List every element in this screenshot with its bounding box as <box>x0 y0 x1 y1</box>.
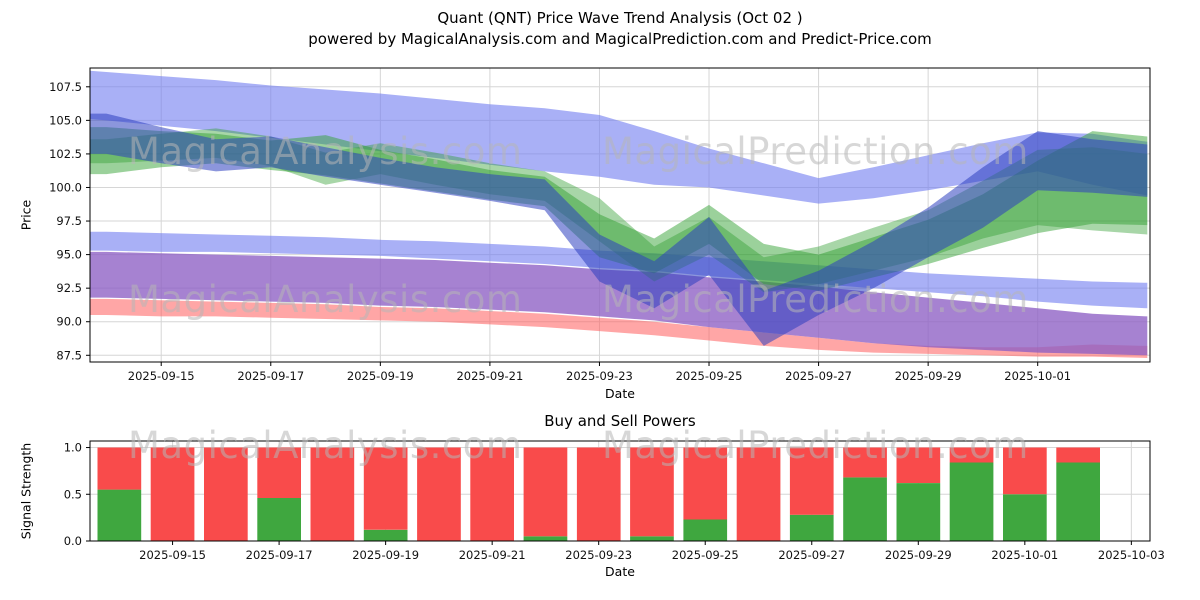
svg-text:100.0: 100.0 <box>49 180 82 194</box>
svg-text:2025-09-29: 2025-09-29 <box>885 548 952 562</box>
bar-sell-2025-09-24 <box>630 447 674 537</box>
bar-sell-2025-09-15 <box>150 447 195 541</box>
mid-forecast-band-blue <box>90 231 1148 309</box>
signal-axis-label: Signal Strength <box>18 442 34 540</box>
svg-text:90.0: 90.0 <box>56 315 82 329</box>
bar-sell-2025-10-02 <box>1056 447 1100 463</box>
svg-text:92.5: 92.5 <box>56 281 82 295</box>
bar-buy-2025-09-27 <box>789 514 834 541</box>
bar-buy-2025-09-28 <box>843 477 887 541</box>
svg-text:2025-09-23: 2025-09-23 <box>565 548 632 562</box>
svg-text:95.0: 95.0 <box>56 248 82 262</box>
watermark-magicalprediction-mid: MagicalPrediction.com <box>602 278 1029 321</box>
chart-subtitle: powered by MagicalAnalysis.com and Magic… <box>308 30 932 48</box>
svg-text:2025-09-29: 2025-09-29 <box>895 369 962 383</box>
bar-chart-title: Buy and Sell Powers <box>544 412 696 430</box>
bar-sell-2025-09-21 <box>470 447 514 541</box>
svg-text:2025-09-25: 2025-09-25 <box>676 369 743 383</box>
bar-buy-2025-09-14 <box>97 489 142 541</box>
bar-sell-2025-09-28 <box>843 447 887 478</box>
bar-sell-2025-09-18 <box>310 447 355 541</box>
price-wave-trend-plot: 2025-09-15 2025-09-17 2025-09-19 2025-09-21… <box>49 67 1151 383</box>
bar-buy-2025-09-25 <box>683 519 728 541</box>
bar-sell-2025-09-22 <box>523 447 568 537</box>
watermark-magicalprediction-top: MagicalPrediction.com <box>602 130 1029 173</box>
bar-buy-2025-09-19 <box>363 529 408 541</box>
bar-sell-2025-09-25 <box>683 447 728 520</box>
bar-sell-2025-09-29 <box>896 447 941 483</box>
bar-sell-2025-09-14 <box>97 447 142 490</box>
bar-buy-2025-10-02 <box>1056 462 1100 541</box>
bar-buy-2025-09-24 <box>630 536 674 541</box>
bar-sell-2025-09-30 <box>949 447 994 463</box>
bar-sell-2025-09-19 <box>363 447 408 530</box>
bar-sell-2025-10-01 <box>1003 447 1047 495</box>
svg-text:2025-09-15: 2025-09-15 <box>128 369 195 383</box>
bar-buy-2025-09-30 <box>949 462 994 541</box>
support-band-purple <box>90 251 1148 356</box>
bar-xaxis-label: Date <box>605 564 635 579</box>
bar-buy-2025-10-01 <box>1003 494 1047 541</box>
watermark-magicalanalysis-mid: MagicalAnalysis.com <box>128 278 523 321</box>
svg-text:2025-10-01: 2025-10-01 <box>1004 369 1071 383</box>
svg-text:2025-09-17: 2025-09-17 <box>237 369 304 383</box>
upper-forecast-band-blue <box>90 70 1148 204</box>
watermark-magicalprediction-bottom: MagicalPrediction.com <box>602 424 1029 467</box>
svg-text:87.5: 87.5 <box>56 348 82 362</box>
svg-text:2025-10-01: 2025-10-01 <box>991 548 1058 562</box>
bar-sell-2025-09-23 <box>576 447 621 541</box>
price-axis-label: Price <box>18 199 34 231</box>
svg-text:102.5: 102.5 <box>49 147 82 161</box>
bar-sell-2025-09-16 <box>204 447 248 541</box>
svg-text:2025-09-23: 2025-09-23 <box>566 369 633 383</box>
svg-text:0.0: 0.0 <box>64 534 82 548</box>
svg-text:105.0: 105.0 <box>49 113 82 127</box>
wave-band-dark-blue <box>90 113 1148 346</box>
bar-sell-2025-09-27 <box>789 447 834 515</box>
svg-text:2025-09-17: 2025-09-17 <box>246 548 313 562</box>
svg-text:2025-09-25: 2025-09-25 <box>672 548 739 562</box>
watermark-magicalanalysis-bottom: MagicalAnalysis.com <box>128 424 523 467</box>
svg-text:0.5: 0.5 <box>64 487 82 501</box>
bar-buy-2025-09-17 <box>257 498 301 541</box>
svg-text:2025-09-15: 2025-09-15 <box>139 548 206 562</box>
bar-sell-2025-09-20 <box>417 447 461 541</box>
svg-text:2025-09-27: 2025-09-27 <box>785 369 852 383</box>
bar-buy-2025-09-22 <box>523 536 568 541</box>
svg-text:2025-09-21: 2025-09-21 <box>459 548 526 562</box>
chart-title: Quant (QNT) Price Wave Trend Analysis (O… <box>437 9 803 27</box>
svg-text:2025-09-21: 2025-09-21 <box>456 369 523 383</box>
bar-buy-2025-09-29 <box>896 483 941 541</box>
buy-sell-powers-plot: 2025-09-15 2025-09-17 2025-09-19 2025-09-21… <box>64 440 1165 562</box>
svg-text:2025-10-03: 2025-10-03 <box>1098 548 1165 562</box>
svg-text:2025-09-27: 2025-09-27 <box>778 548 845 562</box>
svg-text:2025-09-19: 2025-09-19 <box>352 548 419 562</box>
bar-sell-2025-09-26 <box>736 447 781 541</box>
svg-text:97.5: 97.5 <box>56 214 82 228</box>
svg-text:1.0: 1.0 <box>64 441 82 455</box>
price-xaxis-label: Date <box>605 386 635 401</box>
bar-sell-2025-09-17 <box>257 447 301 498</box>
lower-band-red <box>90 298 1148 358</box>
watermark-magicalanalysis-top: MagicalAnalysis.com <box>128 130 523 173</box>
svg-text:2025-09-19: 2025-09-19 <box>347 369 414 383</box>
svg-text:107.5: 107.5 <box>49 80 82 94</box>
